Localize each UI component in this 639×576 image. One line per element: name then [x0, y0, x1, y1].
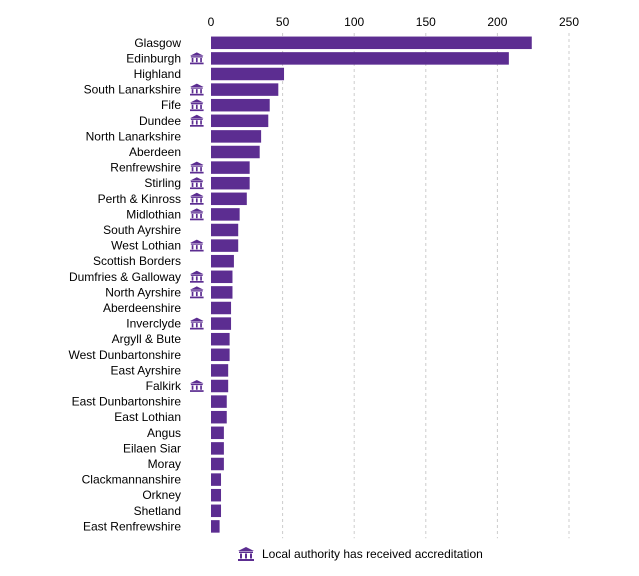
category-label: North Lanarkshire [86, 129, 182, 143]
category-label: Dumfries & Galloway [69, 270, 181, 284]
bar [211, 176, 250, 190]
x-tick-label: 250 [559, 15, 579, 29]
bar [211, 301, 232, 315]
bar [211, 83, 279, 96]
bars [211, 36, 532, 533]
legend: Local authority has received accreditati… [238, 545, 483, 563]
x-tick-label: 200 [487, 15, 507, 29]
category-label: West Lothian [111, 239, 181, 253]
category-label: Inverclyde [126, 317, 181, 331]
bar [211, 114, 269, 128]
bank-building-icon [190, 83, 204, 96]
bank-building-icon [190, 177, 204, 190]
category-label: East Renfrewshire [83, 519, 181, 533]
bar [211, 426, 224, 440]
category-label: Aberdeen [129, 145, 181, 159]
category-label: Stirling [144, 176, 181, 190]
category-label: Argyll & Bute [112, 332, 182, 346]
bar [211, 145, 260, 159]
bank-building-icon [190, 99, 204, 112]
category-label: Perth & Kinross [98, 192, 181, 206]
category-label: Renfrewshire [110, 161, 181, 175]
category-label: Falkirk [146, 379, 182, 393]
category-label: Fife [161, 98, 181, 112]
bar [211, 504, 222, 518]
bar [211, 239, 239, 252]
bank-building-icon [190, 380, 204, 392]
x-axis-tick-labels: 0 50 100 150 200 250 [208, 15, 580, 29]
category-label: Edinburgh [126, 51, 181, 65]
category-label: East Ayrshire [111, 363, 182, 377]
category-label: East Dunbartonshire [72, 395, 182, 409]
bar [211, 286, 233, 299]
category-label: Aberdeenshire [103, 301, 181, 315]
bar [211, 442, 224, 455]
bar [211, 161, 250, 174]
bank-building-icon [190, 161, 204, 174]
category-label: Dundee [139, 114, 181, 128]
category-label: Highland [134, 67, 181, 81]
x-tick-label: 0 [208, 15, 215, 29]
bar [211, 270, 233, 284]
bank-building-icon [190, 270, 204, 283]
bar [211, 348, 230, 362]
bar [211, 67, 285, 81]
bar [211, 410, 227, 424]
bank-building-icon [190, 52, 204, 65]
bar [211, 395, 227, 408]
bank-building-icon [190, 317, 204, 330]
x-tick-label: 100 [344, 15, 364, 29]
bar [211, 223, 239, 237]
category-label: Clackmannanshire [82, 473, 182, 487]
bar [211, 192, 247, 206]
bar [211, 457, 224, 471]
x-tick-label: 50 [276, 15, 290, 29]
category-label: Glasgow [134, 36, 181, 50]
bank-building-icon [238, 547, 254, 561]
bar [211, 520, 220, 533]
category-label: West Dunbartonshire [69, 348, 182, 362]
category-label: Orkney [142, 488, 181, 502]
category-label: South Ayrshire [103, 223, 181, 237]
bar [211, 52, 509, 65]
bar [211, 488, 222, 502]
bar [211, 130, 262, 143]
bank-building-icon [190, 192, 204, 205]
bar [211, 317, 232, 330]
bank-building-icon [190, 114, 204, 127]
bar [211, 208, 240, 221]
category-label: Shetland [134, 504, 181, 518]
grid-lines [282, 33, 570, 539]
bank-building-icon [190, 239, 204, 252]
category-label: Eilaen Siar [123, 441, 181, 455]
bar [211, 332, 230, 346]
category-label: Midlothian [126, 207, 181, 221]
bar [211, 379, 229, 393]
bar [211, 254, 234, 268]
category-label: East Lothian [114, 410, 181, 424]
category-label: Scottish Borders [93, 254, 181, 268]
category-label: South Lanarkshire [84, 83, 182, 97]
x-tick-label: 150 [416, 15, 436, 29]
category-label: Angus [147, 426, 181, 440]
bank-building-icon [190, 286, 204, 299]
bank-building-icon [190, 208, 204, 221]
bar [211, 98, 270, 112]
bar [211, 36, 532, 50]
bar [211, 473, 222, 486]
category-label: North Ayrshire [105, 285, 181, 299]
bar [211, 364, 229, 377]
accreditation-icons [190, 52, 204, 392]
legend-label: Local authority has received accreditati… [262, 547, 483, 561]
category-label: Moray [148, 457, 181, 471]
